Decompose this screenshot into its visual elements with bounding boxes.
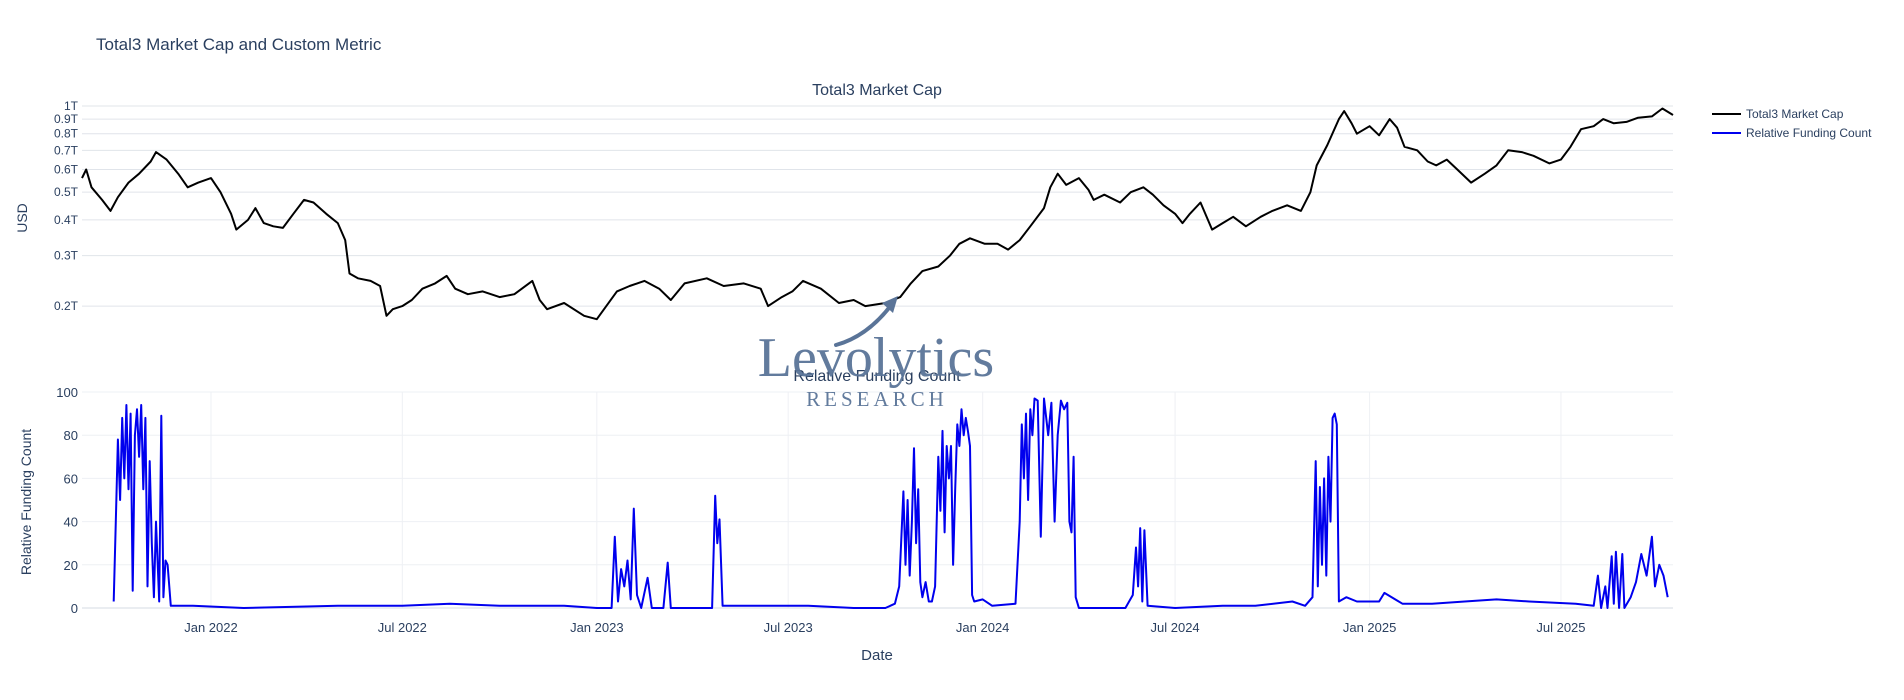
x-tick-label: Jul 2025: [1536, 620, 1585, 635]
market-cap-y-axis-label: USD: [14, 203, 30, 233]
funding-y-tick-label: 0: [71, 601, 78, 616]
legend-label-total3: Total3 Market Cap: [1746, 107, 1844, 121]
market-cap-y-tick-label: 0.8T: [54, 127, 79, 141]
market-cap-grid: [82, 105, 1673, 307]
funding-grid: [82, 391, 1673, 609]
market-cap-y-tick-label: 0.5T: [54, 185, 79, 199]
legend-label-funding: Relative Funding Count: [1746, 126, 1872, 140]
figure-title: Total3 Market Cap and Custom Metric: [96, 35, 382, 54]
watermark-sub-text: RESEARCH: [806, 387, 948, 411]
x-tick-label: Jul 2024: [1151, 620, 1200, 635]
x-tick-label: Jul 2022: [378, 620, 427, 635]
market-cap-y-tick-label: 1T: [64, 99, 79, 113]
total3-market-cap-line: [81, 107, 1674, 321]
relative-funding-count-line: [112, 397, 1669, 609]
funding-y-tick-label: 40: [64, 515, 78, 530]
x-tick-label: Jan 2023: [570, 620, 624, 635]
funding-x-ticks: Jan 2022 Jul 2022 Jan 2023 Jul 2023 Jan 2024…: [184, 620, 1585, 635]
funding-panel: 0 20 40 60 80 100 Jan 2022 Jul 2022 Jan 2023 Jul…: [18, 368, 1673, 664]
market-cap-y-tick-label: 0.6T: [54, 163, 79, 177]
funding-y-tick-label: 60: [64, 471, 78, 486]
funding-y-axis-label: Relative Funding Count: [18, 429, 34, 575]
levolytics-watermark: Levolytics RESEARCH: [758, 296, 994, 411]
x-tick-label: Jan 2025: [1343, 620, 1397, 635]
funding-subplot-title: Relative Funding Count: [793, 368, 961, 385]
market-cap-y-tick-label: 0.9T: [54, 112, 79, 126]
watermark-arrow-icon: [834, 302, 894, 347]
funding-y-tick-label: 100: [56, 385, 78, 400]
legend: Total3 Market Cap Relative Funding Count: [1712, 107, 1872, 140]
funding-y-tick-label: 20: [64, 558, 78, 573]
watermark-logo-text: Levolytics: [758, 327, 994, 389]
funding-y-tick-label: 80: [64, 428, 78, 443]
market-cap-y-tick-label: 0.4T: [54, 213, 79, 227]
watermark-arrowhead-icon: [882, 296, 898, 313]
x-axis-label: Date: [861, 647, 893, 664]
market-cap-y-tick-label: 0.3T: [54, 249, 79, 263]
x-tick-label: Jan 2024: [956, 620, 1010, 635]
x-tick-label: Jan 2022: [184, 620, 238, 635]
market-cap-y-tick-label: 0.7T: [54, 143, 79, 157]
market-cap-subplot-title: Total3 Market Cap: [812, 82, 942, 99]
x-tick-label: Jul 2023: [764, 620, 813, 635]
market-cap-y-tick-label: 0.2T: [54, 299, 79, 313]
funding-y-ticks: 0 20 40 60 80 100: [56, 385, 78, 616]
